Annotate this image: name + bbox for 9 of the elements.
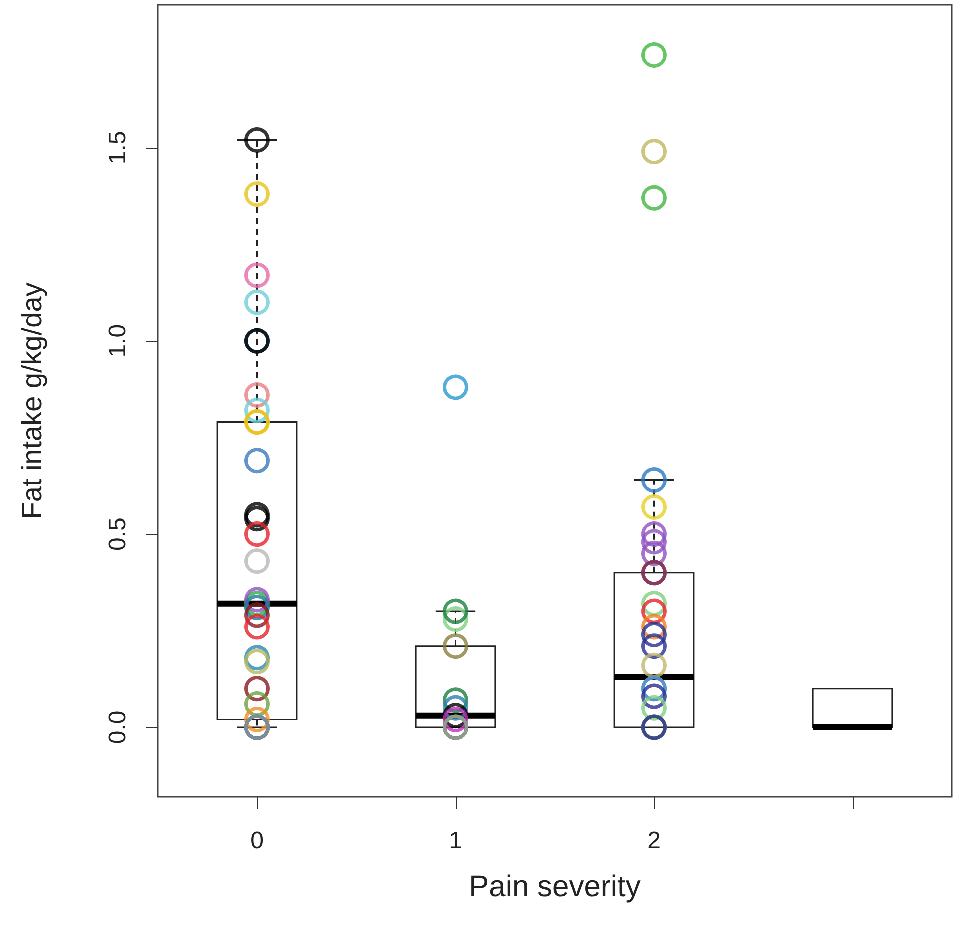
y-tick-label: 1.5 xyxy=(104,131,132,165)
x-tick-label: 0 xyxy=(250,828,264,854)
y-tick-label: 0.5 xyxy=(104,518,132,551)
x-tick-label: 2 xyxy=(648,828,661,854)
x-axis-title: Pain severity xyxy=(469,870,641,904)
x-tick-label: 1 xyxy=(449,828,462,854)
y-axis-title: Fat intake g/kg/day xyxy=(16,282,48,520)
y-tick-label: 1.0 xyxy=(104,324,132,358)
y-tick-label: 0.0 xyxy=(104,710,132,744)
